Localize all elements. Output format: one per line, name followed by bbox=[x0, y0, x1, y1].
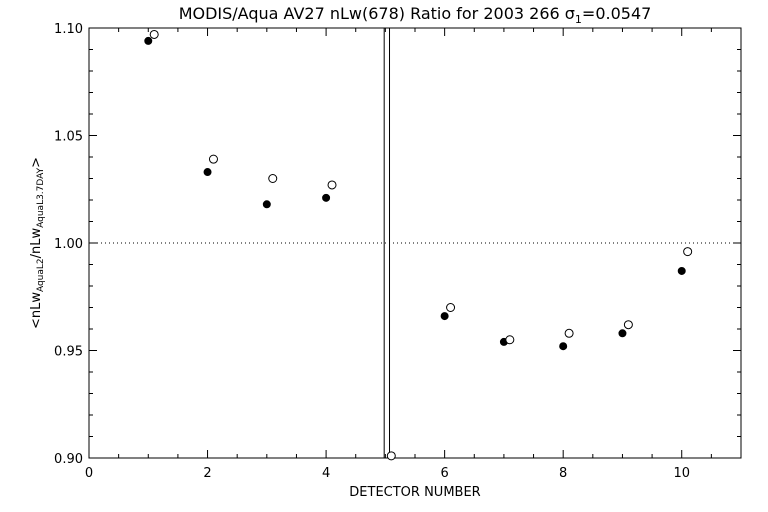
plot-frame bbox=[88, 27, 742, 459]
y-label-mid: /nLw bbox=[29, 227, 44, 258]
y-tick-label: 1.00 bbox=[54, 237, 83, 252]
y-label-sub2: AquaL3.7DAY bbox=[36, 167, 46, 227]
chart-title: MODIS/Aqua AV27 nLw(678) Ratio for 2003 … bbox=[179, 4, 652, 26]
filled-point bbox=[440, 312, 449, 321]
open-point bbox=[386, 451, 396, 461]
open-point bbox=[564, 328, 574, 338]
x-tick-label: 10 bbox=[673, 466, 690, 481]
x-tick-label: 8 bbox=[559, 466, 567, 481]
y-tick-label: 0.95 bbox=[54, 345, 83, 360]
y-tick-label: 1.10 bbox=[54, 22, 83, 37]
x-axis-label: DETECTOR NUMBER bbox=[349, 485, 480, 500]
open-point bbox=[149, 29, 159, 39]
open-point bbox=[505, 335, 515, 345]
filled-point bbox=[262, 200, 271, 209]
open-point bbox=[446, 303, 456, 312]
filled-point bbox=[144, 36, 153, 45]
x-tick-label: 6 bbox=[440, 466, 448, 481]
x-tick-label: 2 bbox=[203, 466, 211, 481]
y-label-sub1: AquaL2 bbox=[36, 258, 46, 292]
open-point bbox=[268, 174, 278, 183]
open-point bbox=[327, 180, 337, 190]
y-axis-ticks: 0.90 0.95 1.00 1.05 1.10 bbox=[54, 22, 741, 467]
x-axis-ticks: 0 2 4 6 8 10 bbox=[85, 28, 742, 481]
chart-title-value: =0.0547 bbox=[582, 4, 651, 23]
open-point bbox=[208, 154, 218, 164]
filled-point bbox=[559, 342, 568, 351]
chart-title-main: MODIS/Aqua AV27 nLw(678) Ratio for 2003 … bbox=[179, 4, 565, 23]
vertical-lines-layer bbox=[383, 28, 391, 458]
open-point bbox=[623, 320, 633, 330]
filled-point bbox=[618, 329, 627, 338]
chart-title-sigma: σ bbox=[565, 4, 575, 23]
filled-point bbox=[203, 168, 212, 177]
open-point bbox=[683, 247, 693, 257]
data-points bbox=[144, 29, 693, 461]
y-label-open: <nLw bbox=[29, 292, 44, 329]
y-axis-label: <nLwAquaL2/nLwAquaL3.7DAY> bbox=[29, 157, 46, 329]
filled-point bbox=[677, 266, 686, 275]
y-tick-label: 1.05 bbox=[54, 130, 83, 145]
x-tick-label: 0 bbox=[85, 466, 93, 481]
x-tick-label: 4 bbox=[322, 466, 330, 481]
y-tick-label: 0.90 bbox=[54, 452, 83, 467]
chart-title-subscript: 1 bbox=[575, 13, 582, 26]
y-label-close: > bbox=[29, 157, 44, 168]
filled-point bbox=[322, 193, 331, 202]
